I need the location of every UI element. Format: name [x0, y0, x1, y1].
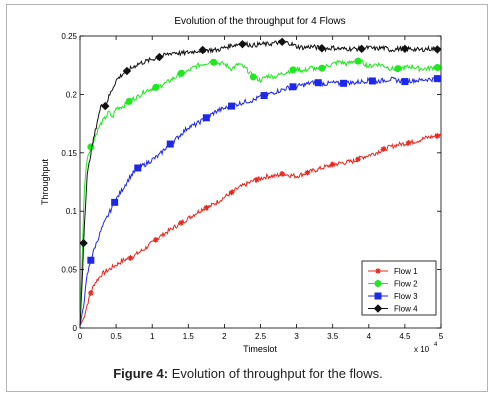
data-point-marker — [277, 37, 287, 47]
data-point-marker — [125, 97, 133, 105]
data-point-marker — [433, 75, 441, 83]
series-flow-2 — [79, 57, 442, 326]
y-tick-label: 0.05 — [61, 266, 77, 275]
data-point-marker — [368, 77, 376, 85]
data-point-marker — [400, 44, 410, 54]
data-point-marker — [134, 164, 142, 172]
legend: Flow 1 Flow 2 Flow 3 Flow 4 — [361, 260, 437, 316]
y-axis-label: Throughput — [40, 158, 50, 205]
data-point-marker — [433, 64, 441, 72]
y-tick-label: 0.25 — [61, 32, 77, 41]
data-point-marker — [394, 65, 402, 73]
series-layer — [79, 37, 442, 326]
series-flow-3 — [79, 74, 442, 326]
data-point-marker — [177, 69, 185, 77]
data-point-marker — [101, 101, 110, 111]
x-tick-label: 0 — [78, 332, 83, 341]
data-point-marker — [122, 66, 132, 76]
x-tick-label: 2 — [222, 332, 227, 341]
data-point-marker — [405, 140, 412, 146]
series-line — [79, 132, 442, 326]
data-point-marker — [317, 44, 327, 53]
data-point-marker — [340, 79, 348, 87]
data-point-marker — [260, 92, 268, 100]
x-tick-label: 3.5 — [327, 332, 339, 341]
series-line — [79, 58, 442, 326]
data-point-marker — [354, 57, 362, 65]
legend-label: Flow 2 — [394, 280, 418, 289]
data-point-marker — [357, 44, 366, 54]
data-point-marker — [433, 45, 442, 54]
data-point-marker — [198, 45, 207, 55]
x-tick-label: 0.5 — [111, 332, 123, 341]
data-point-marker — [178, 220, 184, 226]
caption-text: Evolution of throughput for the flows. — [171, 366, 383, 381]
data-point-marker — [355, 156, 361, 163]
x-tick-label: 1 — [150, 332, 155, 341]
x-multiplier: x 10 4 — [414, 342, 438, 354]
x-tick-label: 1.5 — [183, 332, 195, 341]
data-point-marker — [289, 66, 297, 74]
legend-label: Flow 4 — [394, 305, 418, 314]
y-tick-label: 0.15 — [61, 149, 77, 158]
data-point-marker — [318, 64, 326, 72]
series-line — [79, 39, 442, 326]
data-point-marker — [329, 161, 336, 168]
legend-label: Flow 3 — [394, 292, 418, 301]
data-point-marker — [210, 58, 218, 66]
series-flow-1 — [79, 132, 442, 326]
data-point-marker — [228, 102, 236, 110]
data-point-marker — [127, 255, 134, 261]
y-tick-label: 0.2 — [66, 90, 78, 99]
data-point-marker — [228, 189, 235, 196]
data-point-marker — [87, 256, 95, 264]
x-tick-label: 5 — [439, 332, 444, 341]
axes-layer: 0 0.5 1 1.5 2 2.5 3 3.5 4 4.5 5 0 0.05 0.1 0.15 0.2 0.25 — [61, 32, 443, 341]
legend-marker — [374, 292, 382, 300]
data-point-marker — [166, 140, 174, 148]
legend-marker — [373, 304, 383, 313]
data-point-marker — [380, 146, 387, 153]
data-point-marker — [254, 176, 260, 183]
legend-marker — [375, 268, 381, 274]
x-multiplier-exponent: 4 — [434, 342, 438, 348]
data-point-marker — [202, 114, 210, 122]
data-point-marker — [88, 290, 94, 296]
caption-label: Figure 4: — [113, 366, 169, 381]
data-point-marker — [153, 237, 159, 243]
series-flow-4 — [79, 37, 442, 326]
data-point-marker — [279, 171, 285, 177]
data-point-marker — [238, 39, 247, 49]
data-point-marker — [155, 52, 164, 62]
data-point-marker — [152, 83, 160, 91]
data-point-marker — [203, 204, 210, 211]
legend-marker — [374, 280, 382, 287]
x-tick-label: 4.5 — [399, 332, 411, 341]
data-point-marker — [434, 133, 441, 139]
x-axis-label: Timeslot — [243, 344, 277, 354]
x-tick-label: 2.5 — [255, 332, 267, 341]
chart-title: Evolution of the throughput for 4 Flows — [174, 16, 345, 27]
data-point-marker — [304, 169, 311, 176]
data-point-marker — [289, 83, 297, 91]
data-point-marker — [401, 78, 409, 86]
x-tick-label: 3 — [294, 332, 299, 341]
data-point-marker — [314, 79, 322, 87]
legend-label: Flow 1 — [394, 267, 418, 276]
y-tick-label: 0 — [73, 324, 78, 333]
data-point-marker — [111, 198, 119, 206]
figure-caption: Figure 4: Evolution of throughput for th… — [0, 366, 496, 381]
x-multiplier-base: x 10 — [414, 345, 430, 354]
y-tick-label: 0.1 — [66, 207, 78, 216]
data-point-marker — [249, 73, 257, 81]
x-tick-label: 4 — [367, 332, 372, 341]
data-point-marker — [79, 238, 88, 248]
